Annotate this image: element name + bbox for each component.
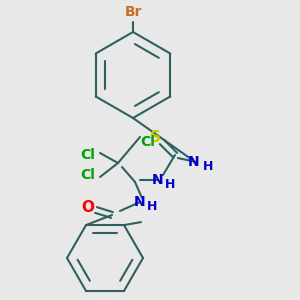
Text: O: O — [82, 200, 94, 215]
Text: N: N — [134, 195, 146, 209]
Text: H: H — [147, 200, 157, 212]
Text: N: N — [188, 155, 200, 169]
Text: Cl: Cl — [81, 168, 95, 182]
Text: Br: Br — [124, 5, 142, 19]
Text: H: H — [165, 178, 175, 190]
Text: H: H — [203, 160, 213, 172]
Text: N: N — [152, 173, 164, 187]
Text: S: S — [149, 130, 161, 146]
Text: Cl: Cl — [81, 148, 95, 162]
Text: Cl: Cl — [141, 135, 155, 149]
